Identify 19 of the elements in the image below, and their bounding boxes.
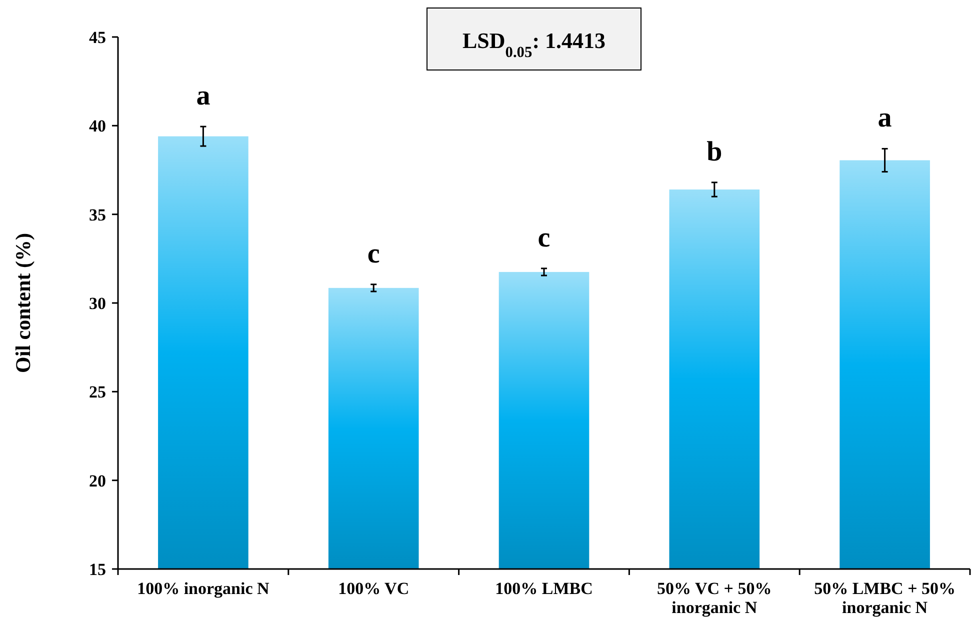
x-tick-label: 50% VC + 50% inorganic N: [657, 579, 772, 617]
x-tick-label: 100% inorganic N: [137, 579, 270, 598]
x-tick-label: 50% LMBC + 50% inorganic N: [814, 579, 956, 617]
y-tick-label: 20: [89, 471, 106, 490]
y-tick-label: 45: [89, 28, 106, 47]
x-tick-label: 100% VC: [338, 579, 410, 598]
y-tick-label: 15: [89, 560, 106, 579]
annotation: LSD$_{0.05}$: 1.4413: [462, 28, 606, 60]
y-tick-label: 30: [89, 294, 106, 313]
y-tick-label: 35: [89, 205, 106, 224]
annotation: a: [878, 102, 892, 134]
annotation: c: [367, 238, 380, 270]
y-tick-label: 25: [89, 382, 106, 402]
y-axis-title: Oil content (%): [11, 233, 35, 373]
annotation: c: [538, 222, 550, 254]
annotation: b: [706, 136, 722, 168]
annotation: a: [196, 80, 210, 112]
y-tick-label: 40: [89, 116, 106, 136]
x-tick-label: 100% LMBC: [495, 579, 593, 598]
